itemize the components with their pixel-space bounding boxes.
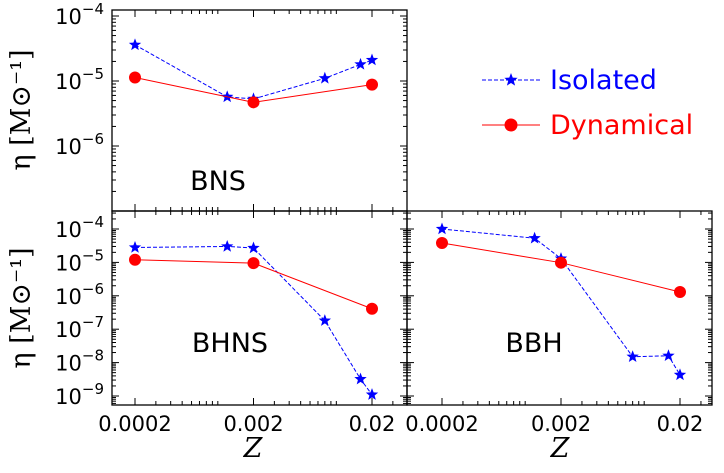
legend-isolated-label: Isolated	[550, 65, 657, 96]
data-point-isolated	[221, 90, 234, 103]
data-point-dynamical	[436, 237, 448, 250]
x-axis-label-right: Z	[550, 433, 571, 464]
data-point-isolated	[354, 372, 367, 385]
data-point-dynamical	[129, 71, 141, 84]
data-point-isolated	[318, 314, 332, 326]
y-tick-label: 10−6	[55, 280, 104, 309]
y-axis-label-top: η [M⊙⁻¹]	[6, 49, 37, 170]
x-axis-label-left: Z	[243, 433, 264, 464]
panel-label-bhns: BHNS	[192, 328, 268, 359]
data-point-isolated	[528, 231, 541, 244]
y-tick-label: 10−7	[55, 313, 104, 342]
series-line-isolated	[134, 245, 373, 395]
data-point-isolated	[673, 368, 687, 381]
legend-dynamical-label: Dynamical	[550, 110, 693, 141]
y-tick-label: 10−5	[55, 65, 104, 94]
y-tick-label: 10−4	[55, 0, 104, 29]
panel-bbh: 0.0002 0.002 0.02 BBH	[405, 210, 713, 436]
panel-label-bns: BNS	[190, 166, 246, 197]
panel-label-bbh: BBH	[505, 328, 562, 359]
data-point-dynamical	[129, 253, 141, 266]
y-tick-label: 10−4	[55, 213, 104, 242]
plot-frame	[111, 210, 408, 406]
data-point-isolated	[365, 388, 379, 400]
y-tick-label: 10−9	[55, 380, 104, 409]
data-point-isolated	[365, 53, 379, 66]
data-point-isolated	[662, 349, 675, 362]
x-tick-label: 0.02	[349, 412, 396, 436]
x-tick-label: 0.02	[657, 412, 704, 436]
data-point-isolated	[128, 38, 142, 51]
data-point-isolated	[626, 350, 639, 362]
plot-frame	[111, 9, 408, 212]
data-point-dynamical	[247, 96, 260, 109]
x-tick-label: 0.0002	[98, 412, 171, 436]
data-point-isolated	[318, 71, 332, 84]
data-point-dynamical	[366, 78, 378, 91]
data-point-isolated	[354, 57, 367, 70]
data-point-isolated	[435, 222, 449, 235]
y-axis-label-bottom: η [M⊙⁻¹]	[6, 247, 37, 368]
data-point-isolated	[221, 239, 234, 252]
panel-bhns: 0.0002 0.002 0.02 10−4 10−5 10−6 10−7 10−8 10−9 B…	[55, 210, 408, 436]
legend-isolated-star-icon	[504, 73, 518, 86]
data-point-dynamical	[247, 257, 260, 270]
legend: Isolated Dynamical	[482, 65, 693, 141]
series-line-isolated	[134, 44, 373, 100]
y-tick-label: 10−8	[55, 347, 104, 376]
x-tick-label: 0.0002	[405, 412, 478, 436]
data-point-dynamical	[366, 302, 378, 315]
plot-frame	[406, 210, 713, 406]
panel-bns: 10−4 10−5 10−6 BNS	[55, 0, 408, 212]
data-point-dynamical	[555, 256, 567, 269]
data-point-isolated	[247, 241, 260, 254]
y-tick-label: 10−5	[55, 246, 104, 275]
x-tick-label: 0.002	[531, 412, 591, 436]
data-point-dynamical	[674, 285, 686, 298]
legend-dynamical-circle-icon	[504, 118, 518, 132]
x-tick-label: 0.002	[223, 412, 283, 436]
data-point-isolated	[128, 240, 142, 253]
y-tick-label: 10−6	[55, 130, 104, 159]
series-line-isolated	[441, 228, 681, 376]
